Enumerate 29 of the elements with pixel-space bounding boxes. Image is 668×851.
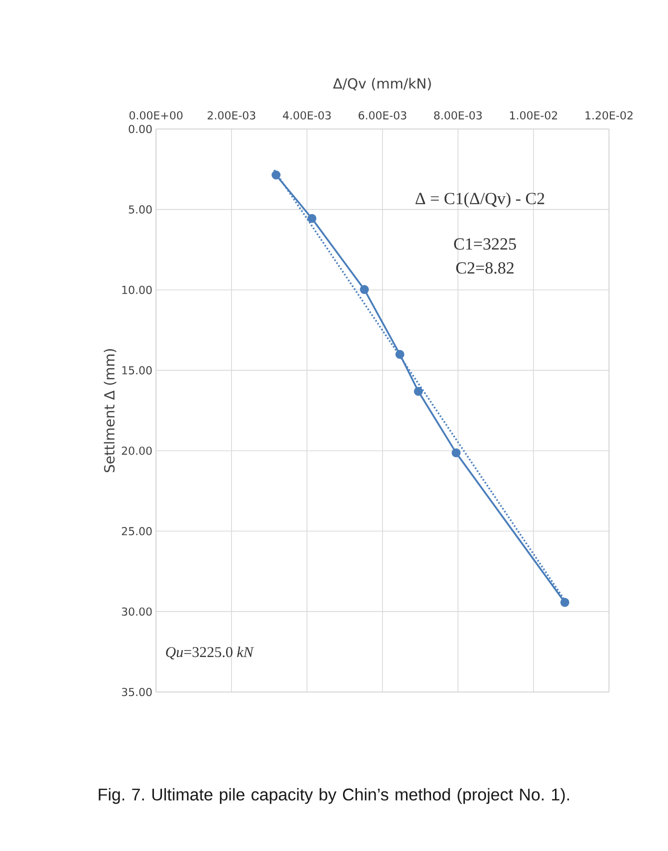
x-tick-label: 0.00E+00 [129,111,182,120]
y-tick-label: 5.00 [128,205,152,214]
x-tick-label: 8.00E-03 [434,111,482,120]
point [272,170,281,180]
x-tick-label: 6.00E-03 [358,111,406,120]
y-tick-label: 30.00 [122,607,152,616]
annotation: Δ = C1(Δ/Qv) - C2 [416,192,544,208]
annotation: Qu=3225.0 kN [166,646,254,660]
annotation: C2=8.82 [456,262,514,274]
point [307,214,316,223]
y-tick-label: 20.00 [122,446,152,455]
y-tick-label: 10.00 [122,286,152,294]
y-tick-label: 0.00 [128,124,152,134]
x-tick-label: 2.00E-03 [208,111,256,120]
y-tick-label: 15.00 [122,366,152,374]
point [395,350,404,359]
point [560,598,570,607]
caption: Fig. 7. Ultimate pile capacity by Chin’s method (project No. 1). [98,788,569,804]
x-tick-label: 1.00E-02 [510,111,558,120]
x-tick-label: 1.20E-02 [586,111,633,120]
y-axis-title: Settlment Δ (mm) [104,349,116,472]
point [360,285,369,294]
point [414,386,423,396]
point [452,448,461,458]
y-tick-label: 25.00 [122,527,152,536]
x-tick-label: 4.00E-03 [282,111,331,120]
y-tick-label: 35.00 [122,688,152,696]
x-axis-title: Δ/Qv (mm/kN) [333,78,431,90]
annotation: C1=3225 [454,238,516,250]
